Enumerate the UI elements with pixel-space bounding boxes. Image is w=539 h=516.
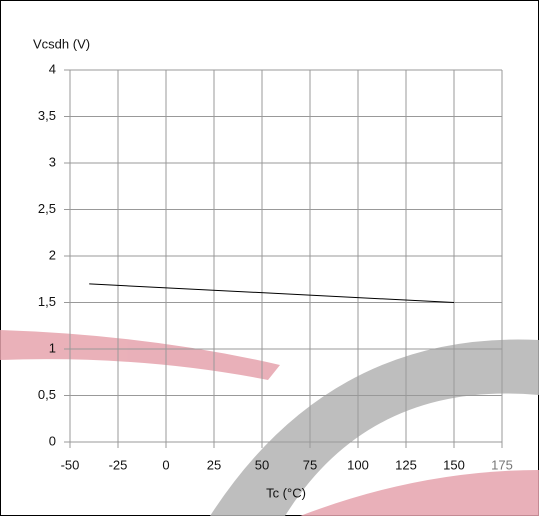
x-tick-label: 25 xyxy=(207,457,221,472)
x-tick-label: 75 xyxy=(303,457,317,472)
x-tick-label: 100 xyxy=(347,457,369,472)
y-tick-label: 3 xyxy=(49,154,56,169)
watermark-pink-band xyxy=(300,470,539,516)
x-axis-label: Tc (°C) xyxy=(266,485,306,500)
y-tick-label: 0,5 xyxy=(38,387,56,402)
y-tick-label: 3,5 xyxy=(38,108,56,123)
x-tick-label: 50 xyxy=(255,457,269,472)
x-tick-label: 125 xyxy=(395,457,417,472)
x-tick-label: -25 xyxy=(109,457,128,472)
y-tick-label: 1 xyxy=(49,340,56,355)
data-line xyxy=(89,283,455,303)
y-tick-label: 1,5 xyxy=(38,294,56,309)
x-tick-label: -50 xyxy=(61,457,80,472)
watermark-gray-arc xyxy=(210,339,539,516)
x-tick-label: 175 xyxy=(491,457,513,472)
y-tick-label: 0 xyxy=(49,433,56,448)
y-tick-label: 4 xyxy=(49,61,56,76)
y-axis-label: Vcsdh (V) xyxy=(33,36,90,51)
y-tick-label: 2,5 xyxy=(38,201,56,216)
x-tick-label: 150 xyxy=(443,457,465,472)
x-tick-label: 0 xyxy=(162,457,169,472)
y-tick-label: 2 xyxy=(49,247,56,262)
